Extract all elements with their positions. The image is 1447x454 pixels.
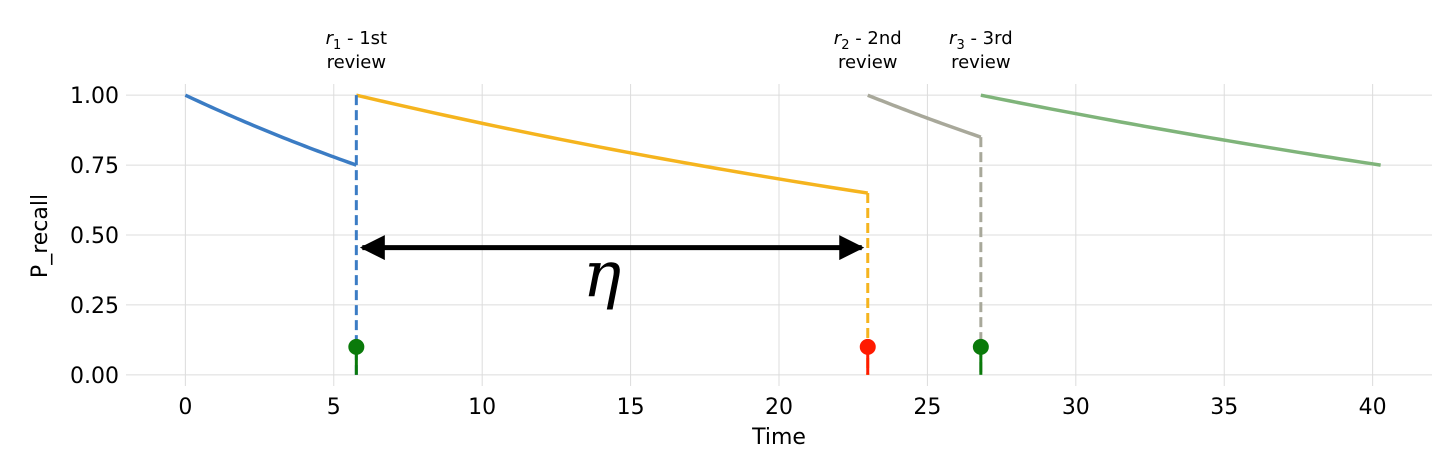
review-marker [348,338,365,355]
review-label-line2: review [327,52,387,73]
y-tick-label: 0.50 [70,224,119,249]
interval-annotation: η [359,235,865,312]
y-tick-label: 0.75 [70,154,119,179]
review-marker [972,338,989,355]
review-label-line2: review [951,52,1011,73]
x-tick-label: 20 [765,395,793,420]
review-label-line1: r3 - 3rd [949,28,1013,53]
series-line [355,93,869,195]
review-label-line1: r1 - 1st [326,28,388,53]
x-tick-label: 35 [1210,395,1238,420]
y-tick-label: 0.25 [70,294,119,319]
x-axis-label: Time [751,425,806,450]
review-label-line2: review [838,52,898,73]
y-axis-label: P_recall [28,194,53,278]
x-tick-label: 30 [1062,395,1090,420]
y-tick-label: 0.00 [70,364,119,389]
x-tick-label: 25 [913,395,941,420]
eta-label: η [583,238,621,312]
x-tick-label: 0 [178,395,192,420]
y-tick-label: 1.00 [70,84,119,109]
review-label-line1: r2 - 2nd [834,28,902,53]
series-line [184,93,357,167]
series-line [867,93,982,139]
x-tick-label: 5 [327,395,341,420]
series-lines [184,93,1381,195]
x-axis-ticks: 0 5 10 15 20 25 30 35 40 [178,395,1386,420]
y-axis-ticks: 0.00 0.25 0.50 0.75 1.00 [70,84,119,389]
x-tick-label: 15 [617,395,645,420]
x-tick-label: 40 [1359,395,1387,420]
x-tick-label: 10 [468,395,496,420]
series-line [980,93,1381,167]
review-marker [859,338,876,355]
grid [126,84,1432,386]
